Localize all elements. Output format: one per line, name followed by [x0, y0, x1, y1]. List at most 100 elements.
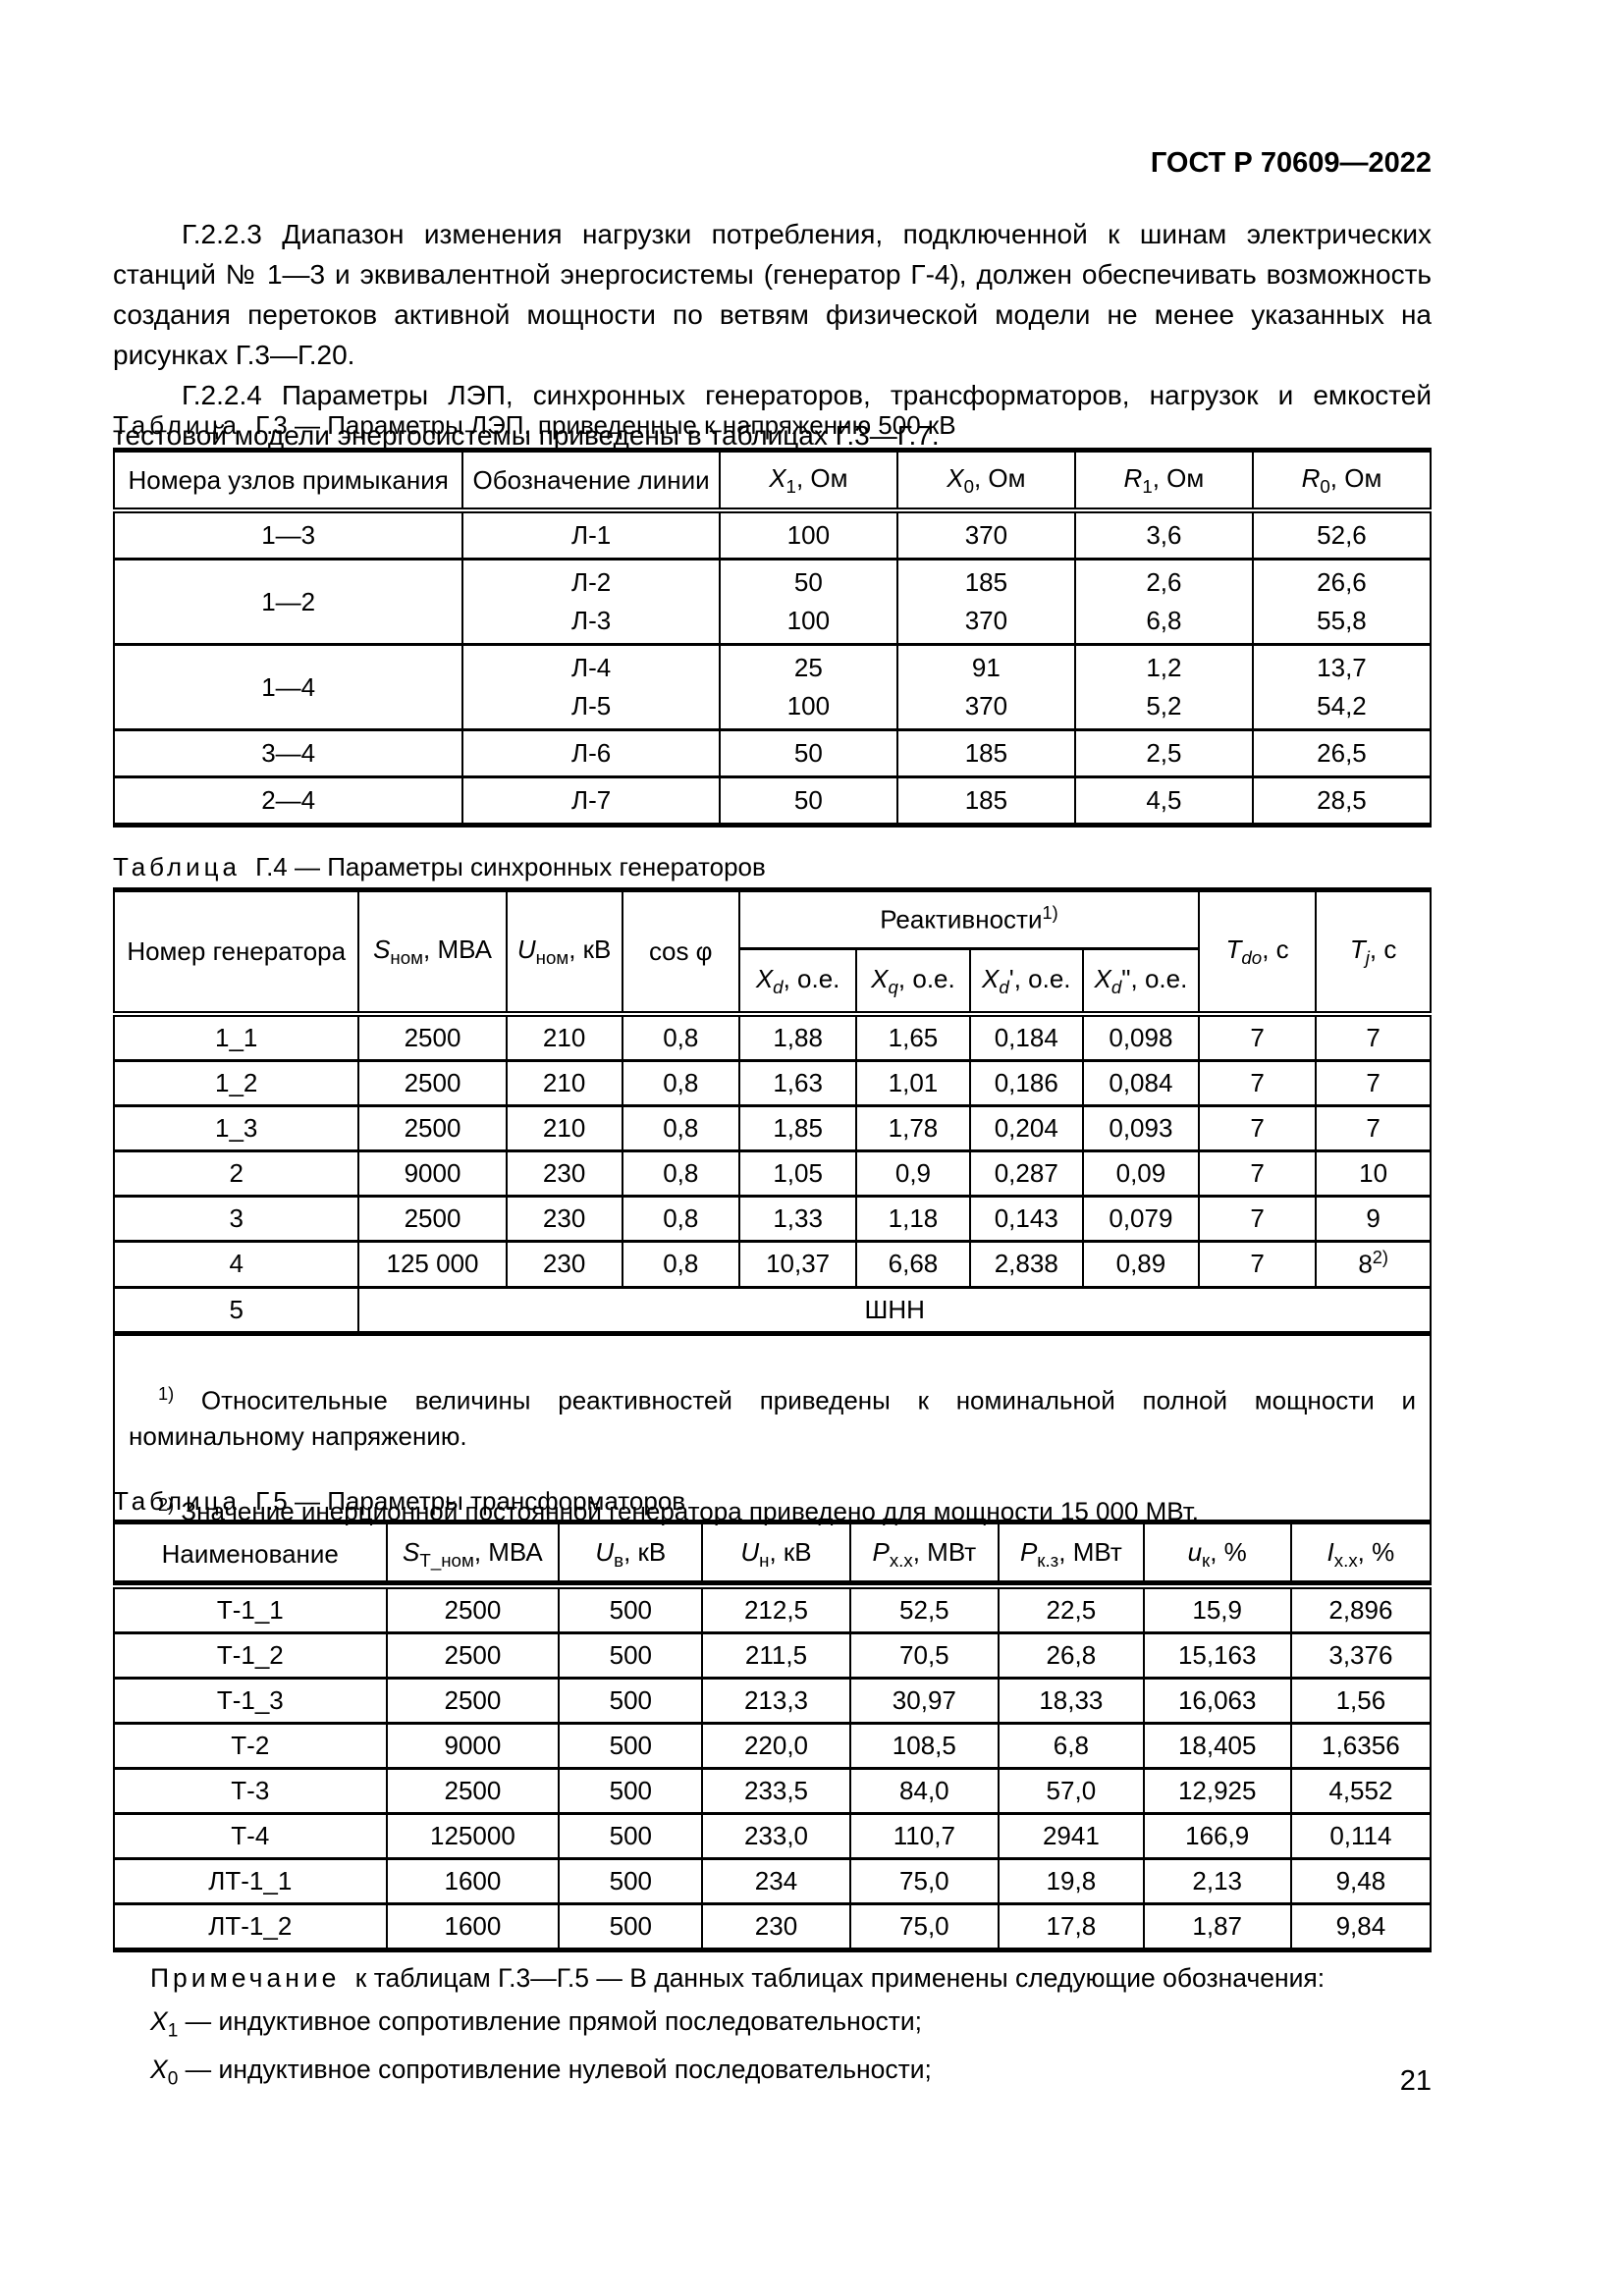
cell: 0,8 — [621, 1148, 740, 1198]
cell: 5 — [112, 1285, 360, 1335]
cell: 125 000 — [357, 1239, 508, 1289]
cell: 1,05 — [737, 1148, 858, 1198]
cell: Л-1 — [461, 508, 721, 561]
cell: 7 — [1315, 1012, 1432, 1062]
table-row: Номер генератора Sном, МВА Uном, кВ cos … — [112, 888, 1432, 1017]
cell: 30,97 — [848, 1677, 1001, 1725]
paragraph-g224: Г.2.2.4 Параметры ЛЭП, синхронных генера… — [113, 380, 1432, 451]
col-header: Xd", о.е. — [1081, 947, 1200, 1017]
cell: 9000 — [385, 1722, 561, 1770]
cell: 110,7 — [848, 1812, 1001, 1860]
cell: 500 — [558, 1677, 704, 1725]
col-header: Iх.х, % — [1289, 1521, 1433, 1590]
footnote: 1) Относительные величины реактивностей … — [129, 1383, 1416, 1452]
cell: 185 — [895, 775, 1076, 827]
cell: 18,405 — [1142, 1722, 1292, 1770]
note-line: X1 — индуктивное сопротивление прямой по… — [150, 2006, 922, 2042]
cell: 213,3 — [701, 1677, 851, 1725]
col-header: X0, Ом — [895, 449, 1076, 514]
cell: 3,6 — [1073, 508, 1254, 561]
col-header: cos φ — [621, 888, 740, 1017]
cell: 0,8 — [621, 1239, 740, 1289]
cell: 70,5 — [848, 1631, 1001, 1680]
cell: 7 — [1197, 1148, 1318, 1198]
cell: 1_3 — [112, 1103, 360, 1152]
cell: 75,0 — [848, 1902, 1001, 1951]
doc-header: ГОСТ Р 70609—2022 — [1150, 147, 1432, 179]
cell: 6,8 — [998, 1722, 1145, 1770]
cell: 1_2 — [112, 1058, 360, 1107]
cell: 7 — [1197, 1194, 1318, 1243]
cell: 82) — [1315, 1239, 1432, 1289]
table-g5-caption: Таблица Г.5 — Параметры трансформаторов — [113, 1486, 1432, 1517]
table-row: Т-3 2500 500 233,5 84,0 57,0 12,925 4,552 — [113, 1767, 1433, 1815]
col-header: Наименование — [113, 1521, 388, 1590]
cell: 0,079 — [1081, 1194, 1200, 1243]
table-row: 1—2 Л-2 Л-3 50 100 185 370 2,6 6,8 26,6 55,8 — [112, 558, 1433, 646]
table-row: Номера узлов примыкания Обозначение лини… — [112, 449, 1433, 514]
cell: 230 — [505, 1148, 623, 1198]
cell: 500 — [558, 1902, 704, 1951]
cell: Т-1_2 — [113, 1631, 388, 1680]
col-header: Uн, кВ — [701, 1521, 851, 1590]
cell: 0,093 — [1081, 1103, 1200, 1152]
cell: 3,376 — [1289, 1631, 1433, 1680]
caption-word: Таблица — [113, 1486, 241, 1516]
col-header: Номера узлов примыкания — [112, 449, 464, 514]
cell: 185 370 — [895, 558, 1076, 646]
cell: 230 — [505, 1239, 623, 1289]
col-header: SТ_ном, МВА — [385, 1521, 561, 1590]
cell: 1—3 — [112, 508, 464, 561]
col-header: Номер генератора — [112, 888, 360, 1017]
cell: 7 — [1197, 1058, 1318, 1107]
cell: 220,0 — [701, 1722, 851, 1770]
col-header: uк, % — [1142, 1521, 1292, 1590]
cell: 1,63 — [737, 1058, 858, 1107]
cell: 0,114 — [1289, 1812, 1433, 1860]
table-row: 2 9000 230 0,8 1,05 0,9 0,287 0,09 7 10 — [112, 1148, 1432, 1198]
cell: 75,0 — [848, 1857, 1001, 1905]
cell: 2941 — [998, 1812, 1145, 1860]
cell: 9000 — [357, 1148, 508, 1198]
cell: 500 — [558, 1812, 704, 1860]
cell: Л-2 Л-3 — [461, 558, 721, 646]
cell: 57,0 — [998, 1767, 1145, 1815]
cell: 26,6 55,8 — [1251, 558, 1433, 646]
col-header: Pх.х, МВт — [848, 1521, 1001, 1590]
table-g4: Номер генератора Sном, МВА Uном, кВ cos … — [112, 887, 1432, 1585]
tables-note: Примечание к таблицам Г.3—Г.5 — В данных… — [113, 1963, 1432, 2091]
cell: 0,09 — [1081, 1148, 1200, 1198]
cell: 15,9 — [1142, 1584, 1292, 1634]
table-row: 3 2500 230 0,8 1,33 1,18 0,143 0,079 7 9 — [112, 1194, 1432, 1243]
cell: 210 — [505, 1103, 623, 1152]
cell: 0,186 — [968, 1058, 1084, 1107]
note-line: X0 — индуктивное сопротивление нулевой п… — [150, 2055, 932, 2090]
cell: 0,184 — [968, 1012, 1084, 1062]
cell: 2,896 — [1289, 1584, 1433, 1634]
cell: 1,33 — [737, 1194, 858, 1243]
table-row: 3—4 Л-6 50 185 2,5 26,5 — [112, 728, 1433, 778]
cell: 2,6 6,8 — [1073, 558, 1254, 646]
cell: 1_1 — [112, 1012, 360, 1062]
cell: 52,5 — [848, 1584, 1001, 1634]
cell: 26,5 — [1251, 728, 1433, 778]
col-header: Xq, о.е. — [855, 947, 971, 1017]
cell: 28,5 — [1251, 775, 1433, 827]
cell: 0,9 — [855, 1148, 971, 1198]
cell: 2—4 — [112, 775, 464, 827]
table-row: 5 ШНН — [112, 1285, 1432, 1335]
cell: 50 100 — [718, 558, 898, 646]
col-header: Xd, о.е. — [737, 947, 858, 1017]
reactivities-header: Реактивности1) — [737, 888, 1200, 950]
table-row: 1_1 2500 210 0,8 1,88 1,65 0,184 0,098 7 7 — [112, 1012, 1432, 1062]
cell: 500 — [558, 1631, 704, 1680]
table-row: 1—3 Л-1 100 370 3,6 52,6 — [112, 508, 1433, 561]
cell: 7 — [1197, 1239, 1318, 1289]
cell: 185 — [895, 728, 1076, 778]
cell: 0,204 — [968, 1103, 1084, 1152]
cell: 50 — [718, 775, 898, 827]
cell: 7 — [1197, 1012, 1318, 1062]
cell: 13,7 54,2 — [1251, 643, 1433, 731]
table-g4-caption: Таблица Г.4 — Параметры синхронных генер… — [113, 852, 1432, 882]
cell: 0,89 — [1081, 1239, 1200, 1289]
